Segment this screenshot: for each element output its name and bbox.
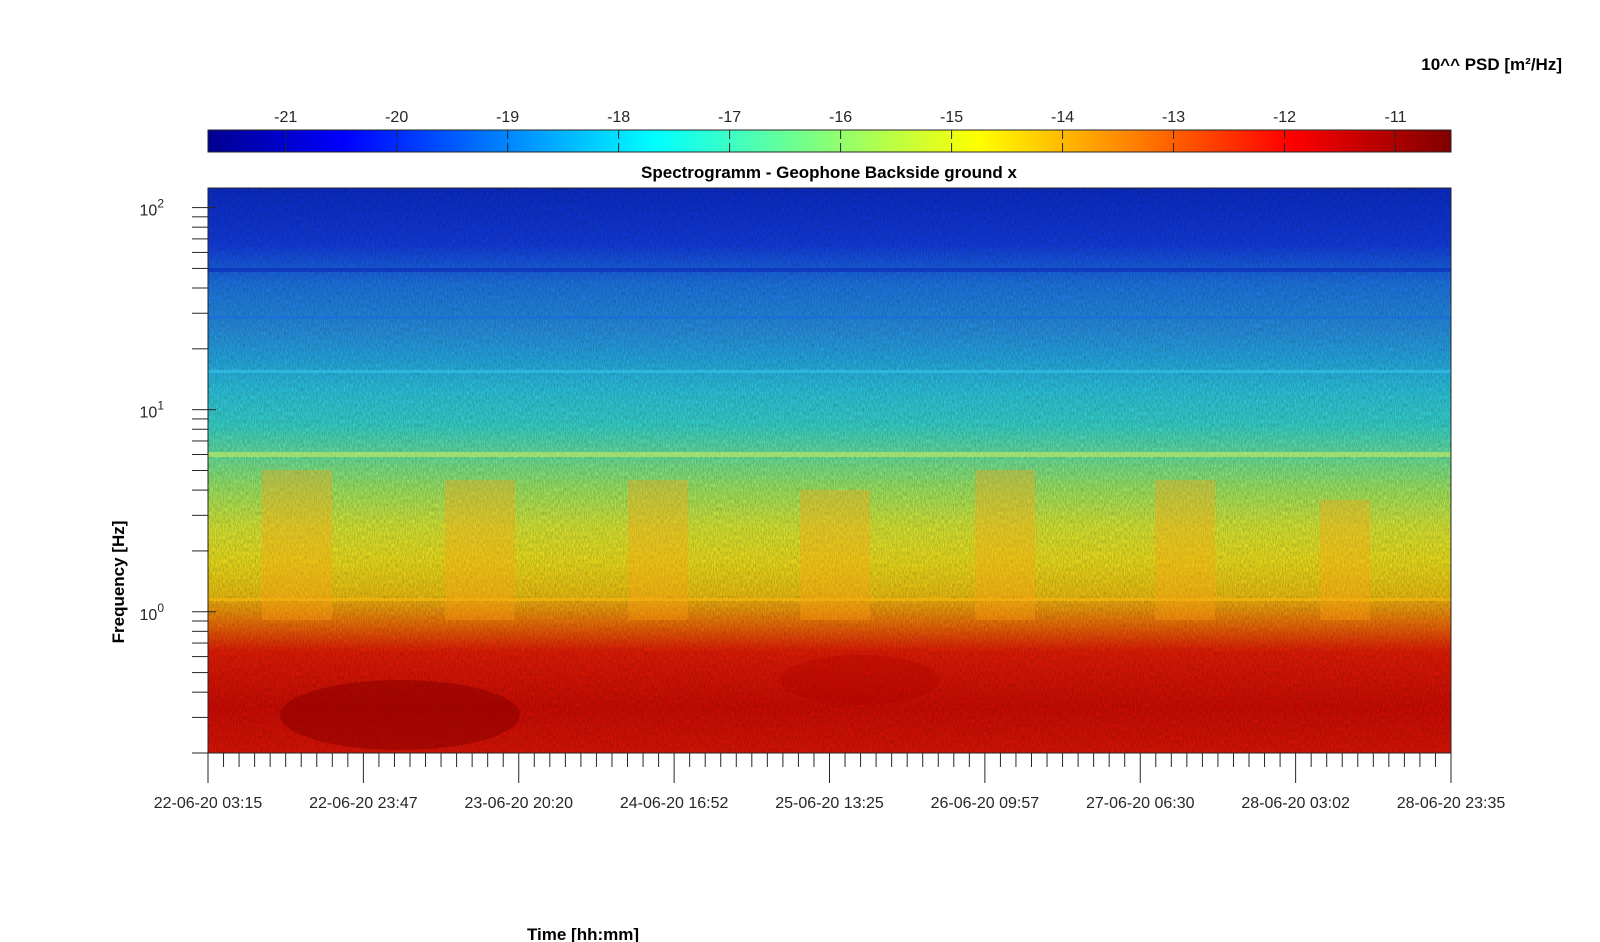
x-axis-label: Time [hh:mm] [527,925,639,942]
activity-bursts [262,470,1370,620]
y-tick-label: 102 [140,197,165,220]
burst [800,490,870,620]
y-tick-label: 101 [140,399,165,422]
colorbar: -21 -20 -19 -18 -17 -16 -15 -14 -13 -12 -11 10^^ P… [207,55,1562,153]
y-tick-exponent: 2 [157,197,164,211]
spectral-line-1hz [208,598,1451,601]
plot-area [207,187,1452,754]
x-tick-label: 28-06-20 03:02 [1241,795,1350,812]
spectrogram-texture [208,188,1451,753]
burst [628,480,688,620]
colorbar-tick-label: -20 [385,109,408,126]
burst [1155,480,1215,620]
colorbar-label: 10^^ PSD [m²/Hz] [1421,55,1562,74]
spectral-line-25hz [208,316,1451,319]
colorbar-ticks: -21 -20 -19 -18 -17 -16 -15 -14 -13 -12 -11 [274,109,1407,152]
burst [262,470,332,620]
x-axis: 22-06-20 03:15 22-06-20 23:47 23-06-20 20:… [154,752,1506,812]
y-tick-base: 10 [140,607,158,624]
colorbar-tick-label: -21 [274,109,297,126]
x-tick-label: 22-06-20 23:47 [309,795,418,812]
spectral-line-6hz [208,452,1451,457]
colorbar-tick-label: -12 [1273,109,1296,126]
y-tick-exponent: 1 [157,399,164,413]
x-tick-label: 27-06-20 06:30 [1086,795,1195,812]
colorbar-tick-label: -17 [718,109,741,126]
x-tick-label: 24-06-20 16:52 [620,795,729,812]
chart-title: Spectrogramm - Geophone Backside ground … [641,163,1018,182]
x-tick-label: 26-06-20 09:57 [931,795,1040,812]
colorbar-tick-label: -11 [1385,109,1407,126]
y-tick-label: 100 [140,601,165,624]
low-frequency-dark-region [780,655,940,705]
x-tick-label: 22-06-20 03:15 [154,795,263,812]
spectral-line-50hz [208,268,1451,272]
colorbar-gradient [207,129,1452,153]
y-tick-base: 10 [140,405,158,422]
spectral-lines [208,268,1451,601]
spectral-line-16hz [208,370,1451,373]
colorbar-tick-label: -14 [1051,109,1074,126]
colorbar-tick-label: -13 [1162,109,1185,126]
burst [1320,500,1370,620]
y-tick-exponent: 0 [157,601,164,615]
low-frequency-dark-region [280,680,520,750]
colorbar-tick-label: -15 [940,109,963,126]
colorbar-tick-label: -16 [829,109,852,126]
burst [445,480,515,620]
y-axis-label: Frequency [Hz] [109,521,128,644]
colorbar-tick-label: -18 [607,109,630,126]
x-tick-label: 28-06-20 23:35 [1397,795,1506,812]
x-tick-label: 25-06-20 13:25 [775,795,884,812]
x-tick-label: 23-06-20 20:20 [464,795,573,812]
y-tick-base: 10 [140,203,158,220]
colorbar-tick-label: -19 [496,109,519,126]
burst [975,470,1035,620]
